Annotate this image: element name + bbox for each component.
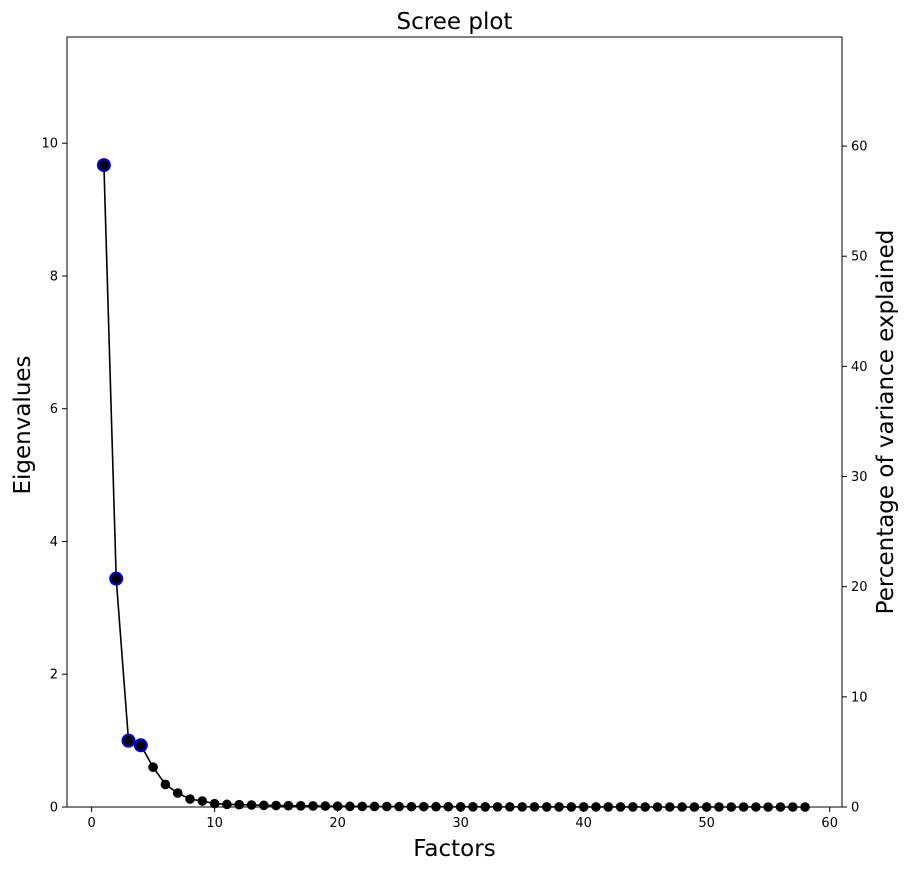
eigenvalue-point: [259, 800, 269, 811]
y-tick-label: 4: [50, 535, 58, 550]
y-axis-title: Eigenvalues: [10, 355, 36, 494]
eigenvalue-point: [283, 800, 294, 811]
eigenvalue-point: [222, 799, 232, 810]
y-tick-label: 2: [50, 668, 58, 683]
eigenvalue-point: [209, 798, 220, 809]
y2-tick-label: 50: [851, 250, 868, 265]
x-tick-label: 20: [329, 816, 346, 831]
eigenvalue-point: [271, 800, 281, 811]
y2-tick-label: 40: [851, 360, 868, 375]
eigenvalue-point: [234, 799, 245, 810]
eigenvalue-point: [320, 801, 331, 811]
eigenvalue-point: [246, 800, 257, 810]
eigenvalue-point: [197, 796, 208, 806]
eigenvalue-point: [345, 801, 355, 812]
eigenvalue-point: [172, 788, 183, 798]
y2-tick-label: 20: [851, 580, 868, 595]
eigenvalue-point: [123, 735, 134, 746]
y-tick-label: 8: [50, 269, 58, 284]
eigenvalue-point: [99, 160, 109, 170]
x-tick-label: 40: [575, 816, 592, 831]
x-tick-label: 60: [821, 816, 838, 831]
eigenvalue-point: [295, 801, 306, 811]
eigenvalue-point: [332, 801, 343, 812]
plot-background: [67, 37, 842, 807]
eigenvalue-point: [148, 762, 158, 772]
x-tick-label: 30: [452, 816, 469, 831]
y2-axis-title: Percentage of variance explained: [873, 230, 899, 615]
y2-tick-label: 30: [851, 470, 868, 485]
y-axis-ticks: 0 2 4 6 8 10: [41, 137, 67, 816]
y-tick-label: 10: [41, 137, 58, 152]
y-tick-label: 0: [50, 801, 58, 816]
y2-tick-label: 0: [851, 801, 859, 816]
plot-frame: [66, 36, 843, 808]
y-tick-label: 6: [50, 402, 58, 417]
y2-tick-label: 10: [851, 690, 868, 705]
x-axis-ticks: 0 10 20 30 40 50 60: [87, 807, 838, 831]
eigenvalue-point: [308, 801, 318, 811]
eigenvalue-point: [111, 573, 122, 584]
y2-axis-ticks: 0 10 20 30 40 50 60: [842, 140, 868, 816]
eigenvalue-point: [160, 779, 171, 790]
eigenvalue-point: [136, 740, 146, 751]
x-tick-label: 0: [87, 816, 95, 831]
y2-tick-label: 60: [851, 140, 868, 155]
eigenvalue-point: [357, 801, 368, 812]
eigenvalue-point: [369, 801, 380, 812]
x-axis-title: Factors: [413, 836, 495, 862]
x-tick-label: 10: [206, 816, 223, 831]
eigenvalue-point: [185, 794, 195, 804]
x-tick-label: 50: [698, 816, 715, 831]
chart-title: Scree plot: [397, 9, 513, 35]
